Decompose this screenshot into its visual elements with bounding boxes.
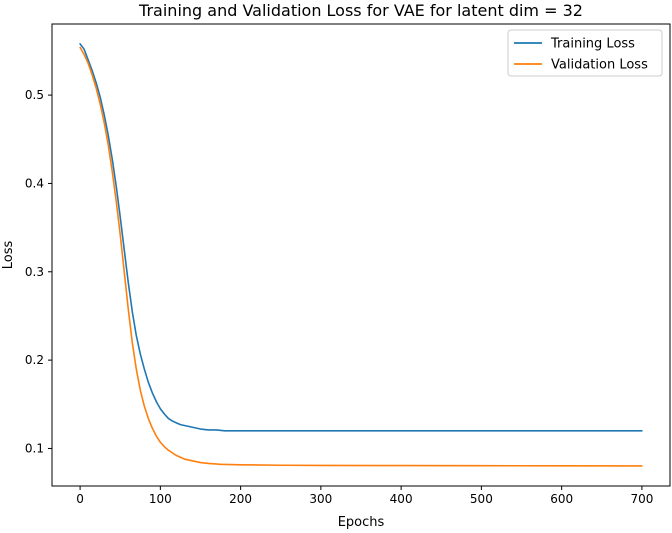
x-axis-ticks: 0 100 200 300 400 500 600 700 bbox=[76, 486, 653, 506]
x-axis-label: Epochs bbox=[338, 515, 385, 530]
x-tick-label: 300 bbox=[309, 492, 332, 506]
x-tick-label: 100 bbox=[149, 492, 172, 506]
x-tick-label: 200 bbox=[229, 492, 252, 506]
training-loss-line bbox=[79, 43, 643, 432]
validation-loss-line bbox=[79, 46, 643, 467]
x-tick-label: 700 bbox=[630, 492, 653, 506]
y-axis-label: Loss bbox=[1, 241, 16, 270]
y-tick-label: 0.5 bbox=[25, 88, 44, 102]
y-tick-label: 0.2 bbox=[25, 353, 44, 367]
y-tick-label: 0.4 bbox=[25, 176, 44, 190]
x-tick-label: 600 bbox=[550, 492, 573, 506]
y-axis-ticks: 0.1 0.2 0.3 0.4 0.5 bbox=[25, 88, 52, 455]
y-tick-label: 0.1 bbox=[25, 441, 44, 455]
legend-box bbox=[507, 29, 663, 77]
legend-label: Validation Loss bbox=[551, 58, 648, 73]
y-tick-label: 0.3 bbox=[25, 265, 44, 279]
chart-title: Training and Validation Loss for VAE for… bbox=[138, 1, 583, 20]
legend-label: Training Loss bbox=[550, 37, 635, 52]
x-tick-label: 0 bbox=[76, 492, 84, 506]
axes-frame bbox=[51, 23, 671, 487]
x-tick-label: 400 bbox=[390, 492, 413, 506]
x-tick-label: 500 bbox=[470, 492, 493, 506]
series-group bbox=[79, 43, 643, 467]
legend: Training Loss Validation Loss bbox=[507, 29, 663, 77]
